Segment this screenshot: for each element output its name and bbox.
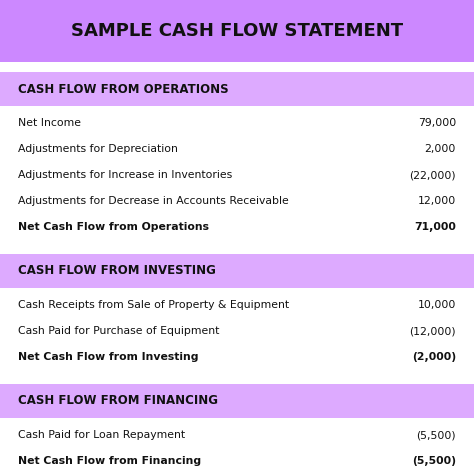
Text: Cash Receipts from Sale of Property & Equipment: Cash Receipts from Sale of Property & Eq… [18,300,289,310]
Bar [0,106,474,244]
Text: 12,000: 12,000 [418,196,456,206]
Text: (22,000): (22,000) [410,170,456,180]
Bar [0,254,474,288]
Text: Net Income: Net Income [18,118,81,128]
Bar [0,0,474,62]
Text: 79,000: 79,000 [418,118,456,128]
Text: Net Cash Flow from Financing: Net Cash Flow from Financing [18,456,201,466]
Bar [0,288,474,374]
Text: CASH FLOW FROM INVESTING: CASH FLOW FROM INVESTING [18,264,216,277]
Bar [0,72,474,106]
Text: 2,000: 2,000 [425,144,456,154]
Text: (5,500): (5,500) [416,430,456,440]
Text: Adjustments for Decrease in Accounts Receivable: Adjustments for Decrease in Accounts Rec… [18,196,289,206]
Bar [0,418,474,474]
Text: Net Cash Flow from Operations: Net Cash Flow from Operations [18,222,209,232]
Bar [0,244,474,254]
Text: (5,500): (5,500) [412,456,456,466]
Text: CASH FLOW FROM OPERATIONS: CASH FLOW FROM OPERATIONS [18,82,228,95]
Text: Adjustments for Depreciation: Adjustments for Depreciation [18,144,178,154]
Text: 71,000: 71,000 [414,222,456,232]
Text: Adjustments for Increase in Inventories: Adjustments for Increase in Inventories [18,170,232,180]
Text: (12,000): (12,000) [410,326,456,336]
Text: Net Cash Flow from Investing: Net Cash Flow from Investing [18,352,199,362]
Text: CASH FLOW FROM FINANCING: CASH FLOW FROM FINANCING [18,394,218,408]
Bar [0,374,474,384]
Bar [0,384,474,418]
Text: (2,000): (2,000) [412,352,456,362]
Text: SAMPLE CASH FLOW STATEMENT: SAMPLE CASH FLOW STATEMENT [71,22,403,40]
Text: 10,000: 10,000 [418,300,456,310]
Text: Cash Paid for Loan Repayment: Cash Paid for Loan Repayment [18,430,185,440]
Text: Cash Paid for Purchase of Equipment: Cash Paid for Purchase of Equipment [18,326,219,336]
